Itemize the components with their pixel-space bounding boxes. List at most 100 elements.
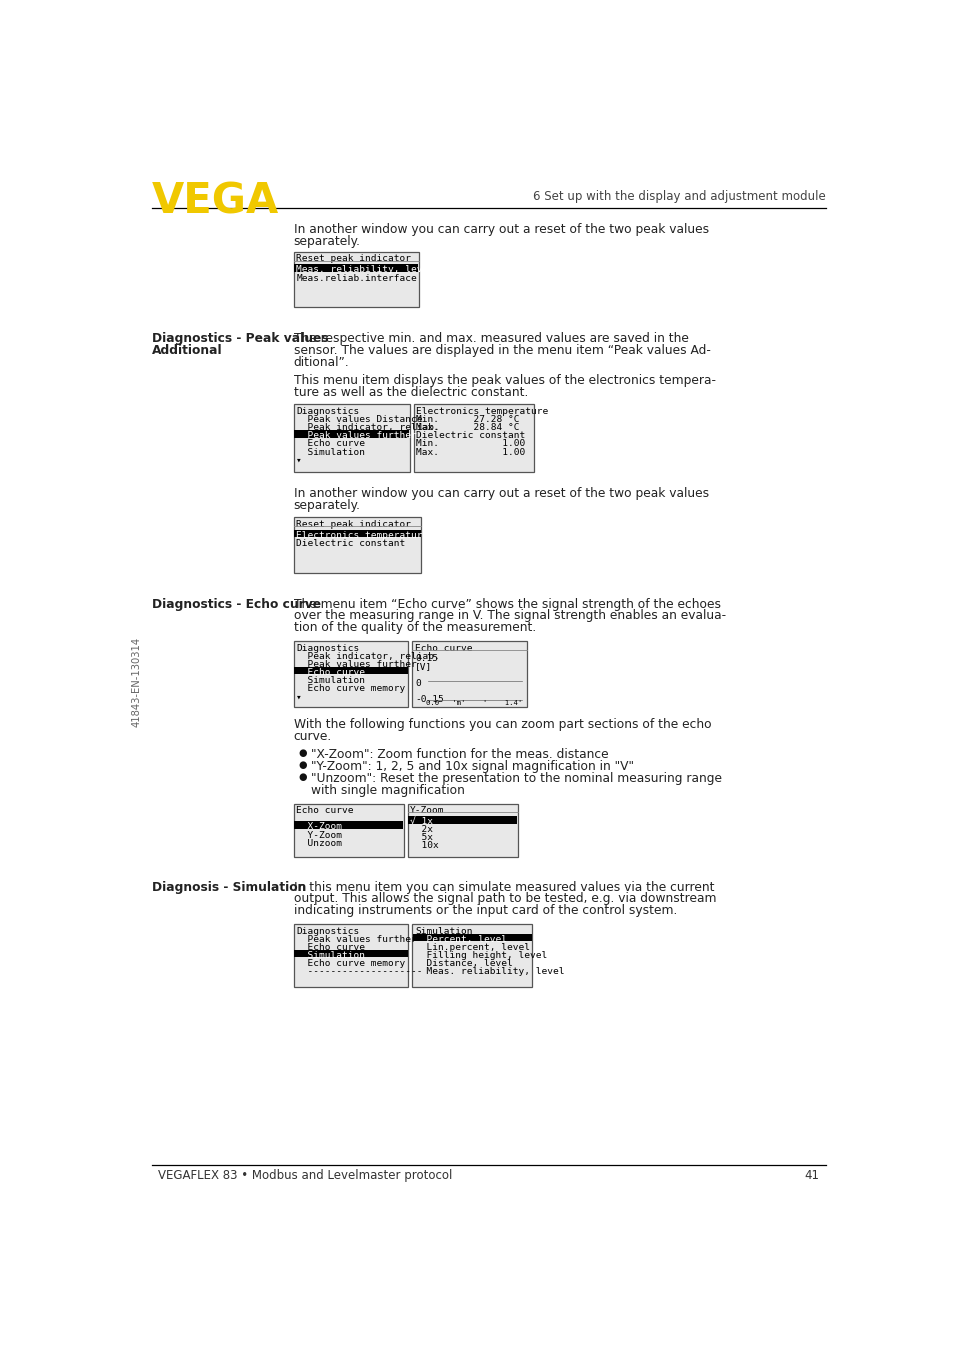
- Text: Echo curve: Echo curve: [296, 440, 365, 448]
- Text: Simulation: Simulation: [296, 951, 365, 960]
- Text: 10x: 10x: [410, 841, 438, 850]
- Text: Reset peak indicator: Reset peak indicator: [296, 255, 411, 264]
- Text: --------------------: --------------------: [296, 967, 422, 976]
- Text: 41843-EN-130314: 41843-EN-130314: [132, 636, 141, 727]
- Text: Peak values further: Peak values further: [296, 934, 416, 944]
- Text: 2x: 2x: [410, 825, 433, 834]
- Text: 0: 0: [415, 680, 420, 688]
- Text: √ 1x: √ 1x: [410, 816, 433, 826]
- Text: This menu item displays the peak values of the electronics tempera-: This menu item displays the peak values …: [294, 374, 715, 387]
- Text: 0.15: 0.15: [415, 654, 437, 663]
- Text: Meas. reliability, level: Meas. reliability, level: [415, 967, 564, 976]
- Text: Peak indicator, reliab.: Peak indicator, reliab.: [296, 424, 439, 432]
- Bar: [294, 640, 408, 707]
- Text: Filling height, level: Filling height, level: [415, 951, 547, 960]
- Text: ▾: ▾: [296, 456, 302, 464]
- Text: ●: ●: [298, 747, 307, 758]
- Text: Min.      27.28 °C: Min. 27.28 °C: [416, 416, 519, 424]
- Text: ditional”.: ditional”.: [294, 356, 349, 368]
- Text: Electronics temperature: Electronics temperature: [296, 531, 428, 540]
- Text: Y-Zoom: Y-Zoom: [410, 806, 444, 815]
- Text: Y-Zoom: Y-Zoom: [296, 830, 342, 839]
- Bar: [412, 923, 532, 987]
- Text: ▾: ▾: [296, 692, 302, 701]
- Text: Echo curve: Echo curve: [296, 942, 365, 952]
- Bar: [294, 252, 418, 307]
- Text: with single magnification: with single magnification: [311, 784, 464, 798]
- Bar: [294, 431, 409, 437]
- Text: "Unzoom": Reset the presentation to the nominal measuring range: "Unzoom": Reset the presentation to the …: [311, 772, 720, 785]
- Text: Unzoom: Unzoom: [296, 838, 342, 848]
- Bar: [294, 821, 402, 829]
- Text: Dielectric constant: Dielectric constant: [416, 432, 525, 440]
- Text: Peak values further: Peak values further: [296, 659, 416, 669]
- Text: Simulation: Simulation: [415, 926, 472, 936]
- Text: sensor. The values are displayed in the menu item “Peak values Ad-: sensor. The values are displayed in the …: [294, 344, 710, 357]
- Text: In another window you can carry out a reset of the two peak values: In another window you can carry out a re…: [294, 487, 708, 501]
- Text: Reset peak indicator: Reset peak indicator: [296, 520, 411, 529]
- Text: ●: ●: [298, 772, 307, 783]
- Text: Simulation: Simulation: [296, 676, 365, 685]
- Bar: [412, 640, 526, 707]
- Text: Simulation: Simulation: [296, 448, 365, 456]
- Text: ture as well as the dielectric constant.: ture as well as the dielectric constant.: [294, 386, 527, 399]
- Text: Diagnostics: Diagnostics: [296, 643, 359, 653]
- Text: separately.: separately.: [294, 236, 360, 248]
- Text: Max.           1.00: Max. 1.00: [416, 448, 525, 456]
- Text: Meas.reliab.interface: Meas.reliab.interface: [296, 274, 416, 283]
- Text: Diagnostics: Diagnostics: [296, 408, 359, 416]
- Text: X-Zoom: X-Zoom: [296, 822, 342, 831]
- Text: Percent, level: Percent, level: [415, 934, 506, 944]
- Text: Echo curve memory: Echo curve memory: [296, 959, 405, 968]
- Text: [V]: [V]: [415, 662, 432, 672]
- Text: Max.      28.84 °C: Max. 28.84 °C: [416, 424, 519, 432]
- Text: Additional: Additional: [152, 344, 222, 357]
- Text: The respective min. and max. measured values are saved in the: The respective min. and max. measured va…: [294, 332, 688, 345]
- Text: With the following functions you can zoom part sections of the echo: With the following functions you can zoo…: [294, 718, 711, 731]
- Bar: [414, 405, 534, 473]
- Text: In another window you can carry out a reset of the two peak values: In another window you can carry out a re…: [294, 223, 708, 237]
- Text: "Y-Zoom": 1, 2, 5 and 10x signal magnification in "V": "Y-Zoom": 1, 2, 5 and 10x signal magnifi…: [311, 760, 633, 773]
- Text: -0.15: -0.15: [415, 695, 443, 704]
- Text: separately.: separately.: [294, 500, 360, 512]
- Text: Diagnostics - Peak values: Diagnostics - Peak values: [152, 332, 328, 345]
- Text: Peak values further: Peak values further: [296, 432, 416, 440]
- Text: The menu item “Echo curve” shows the signal strength of the echoes: The menu item “Echo curve” shows the sig…: [294, 597, 720, 611]
- Text: 5x: 5x: [410, 833, 433, 842]
- Text: ●: ●: [298, 760, 307, 770]
- Bar: [407, 803, 517, 857]
- Text: In this menu item you can simulate measured values via the current: In this menu item you can simulate measu…: [294, 880, 714, 894]
- Bar: [294, 666, 407, 674]
- Text: VEGAFLEX 83 • Modbus and Levelmaster protocol: VEGAFLEX 83 • Modbus and Levelmaster pro…: [158, 1170, 452, 1182]
- Bar: [294, 529, 420, 538]
- Text: Lin.percent, level: Lin.percent, level: [415, 942, 529, 952]
- Text: Dielectric constant: Dielectric constant: [296, 539, 405, 548]
- Text: Diagnostics - Echo curve: Diagnostics - Echo curve: [152, 597, 320, 611]
- Text: Diagnostics: Diagnostics: [296, 926, 359, 936]
- Bar: [294, 803, 403, 857]
- Text: Echo curve: Echo curve: [296, 668, 365, 677]
- Text: curve.: curve.: [294, 730, 332, 743]
- Bar: [294, 923, 408, 987]
- Bar: [413, 933, 531, 941]
- Text: Distance, level: Distance, level: [415, 959, 512, 968]
- Text: Echo curve: Echo curve: [415, 643, 472, 653]
- Text: Echo curve: Echo curve: [296, 806, 354, 815]
- Text: output. This allows the signal path to be tested, e.g. via downstream: output. This allows the signal path to b…: [294, 892, 716, 906]
- Text: indicating instruments or the input card of the control system.: indicating instruments or the input card…: [294, 904, 677, 918]
- Text: 6 Set up with the display and adjustment module: 6 Set up with the display and adjustment…: [533, 190, 825, 203]
- Bar: [294, 405, 410, 473]
- Text: over the measuring range in V. The signal strength enables an evalua-: over the measuring range in V. The signa…: [294, 609, 725, 623]
- Text: VEGA: VEGA: [152, 181, 279, 223]
- Text: Peak values Distance: Peak values Distance: [296, 416, 422, 424]
- Text: Peak indicator, reliab.: Peak indicator, reliab.: [296, 651, 439, 661]
- Text: tion of the quality of the measurement.: tion of the quality of the measurement.: [294, 621, 536, 635]
- Text: 0.0   'm'    '    1.4': 0.0 'm' ' 1.4': [426, 700, 522, 707]
- Text: "X-Zoom": Zoom function for the meas. distance: "X-Zoom": Zoom function for the meas. di…: [311, 747, 608, 761]
- Bar: [294, 264, 418, 272]
- Text: Electronics temperature: Electronics temperature: [416, 408, 548, 416]
- Bar: [294, 517, 421, 573]
- Text: Echo curve memory: Echo curve memory: [296, 684, 405, 693]
- Text: Min.           1.00: Min. 1.00: [416, 440, 525, 448]
- Text: Diagnosis - Simulation: Diagnosis - Simulation: [152, 880, 306, 894]
